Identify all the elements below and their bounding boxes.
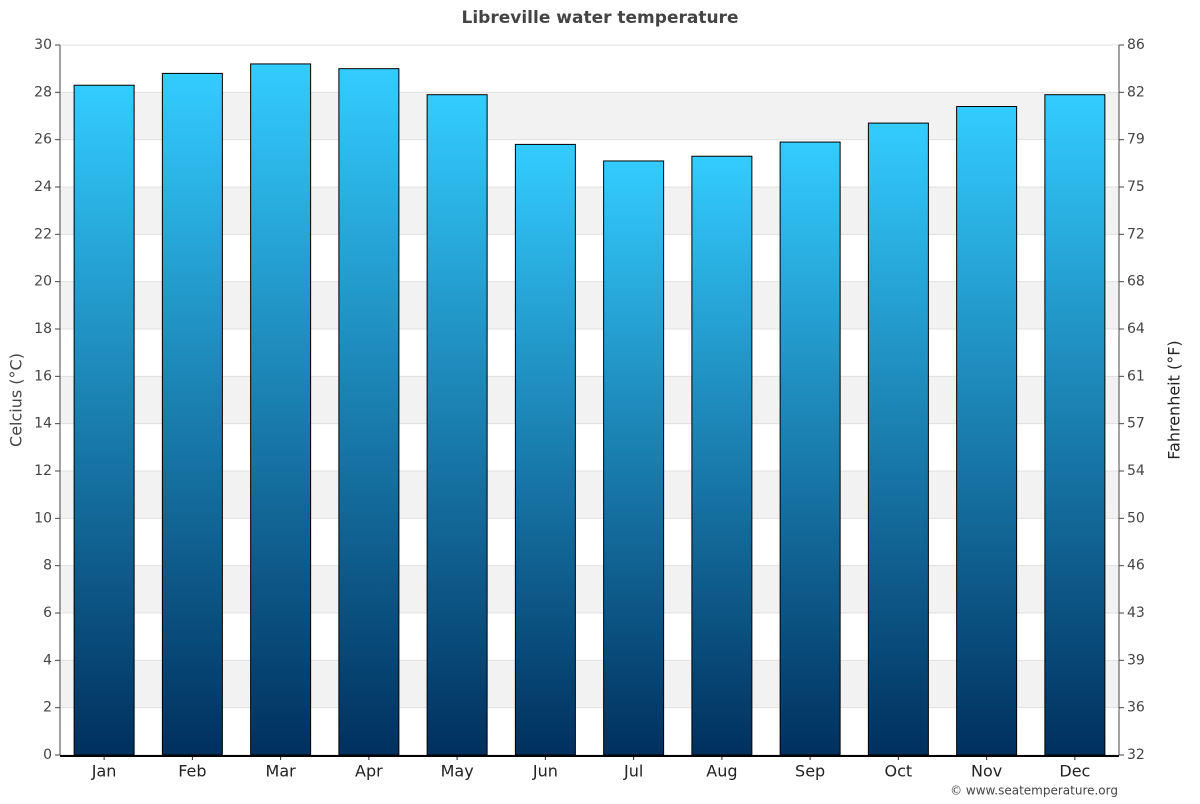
y-tick-label: 28 <box>34 84 52 100</box>
grid-band <box>60 471 1119 519</box>
y-tick-label: 22 <box>34 226 52 242</box>
y2-axis-title: Fahrenheit (°F) <box>1165 340 1184 459</box>
x-tick-label: May <box>441 762 474 781</box>
grid-band <box>60 92 1119 140</box>
bar <box>956 106 1018 756</box>
y2-tick-label: 86 <box>1127 37 1145 53</box>
y-tick-label: 2 <box>43 700 52 716</box>
background-layer <box>60 44 1119 756</box>
grid-band <box>60 281 1119 329</box>
bar <box>426 94 488 756</box>
y-tick-label: 8 <box>43 558 52 574</box>
bar <box>514 143 576 756</box>
bar <box>691 155 753 756</box>
y-tick-label: 6 <box>43 605 52 621</box>
y2-tick-label: 32 <box>1127 747 1145 763</box>
y-axis-title: Celcius (°C) <box>7 353 26 447</box>
x-tick-label: Mar <box>266 762 297 781</box>
y-tick-label: 30 <box>34 37 52 53</box>
y-tick-label: 26 <box>34 132 52 148</box>
y2-tick-label: 72 <box>1127 226 1145 242</box>
y2-tick-label: 54 <box>1127 463 1145 479</box>
y-tick-label: 14 <box>34 416 52 432</box>
y2-tick-label: 39 <box>1127 652 1145 668</box>
y-tick-label: 0 <box>43 747 52 763</box>
x-tick-label: Sep <box>795 762 825 781</box>
bar <box>73 84 135 756</box>
grid-band <box>60 376 1119 424</box>
x-tick-label: Nov <box>971 762 1002 781</box>
bar <box>1044 94 1106 756</box>
y2-tick-label: 50 <box>1127 510 1145 526</box>
x-tick-label: Apr <box>355 762 383 781</box>
bar <box>250 63 312 756</box>
y2-tick-label: 46 <box>1127 558 1145 574</box>
y2-tick-label: 61 <box>1127 368 1145 384</box>
x-tick-label: Jun <box>532 762 558 781</box>
x-tick-label: Feb <box>178 762 206 781</box>
grid-band <box>60 660 1119 708</box>
y2-tick-label: 75 <box>1127 179 1145 195</box>
x-tick-label: Oct <box>885 762 913 781</box>
y-tick-label: 24 <box>34 179 52 195</box>
bar <box>603 160 665 756</box>
bar <box>161 72 223 756</box>
y2-tick-label: 68 <box>1127 274 1145 290</box>
y-tick-label: 10 <box>34 510 52 526</box>
bar <box>779 141 841 756</box>
y2-tick-label: 82 <box>1127 84 1145 100</box>
bar <box>338 68 400 756</box>
y-tick-label: 16 <box>34 368 52 384</box>
x-tick-label: Aug <box>706 762 737 781</box>
y2-tick-label: 57 <box>1127 416 1145 432</box>
x-tick-label: Jan <box>91 762 117 781</box>
y-tick-label: 12 <box>34 463 52 479</box>
y-tick-label: 4 <box>43 652 52 668</box>
y-tick-label: 18 <box>34 321 52 337</box>
y2-tick-label: 36 <box>1127 700 1145 716</box>
y2-tick-label: 79 <box>1127 132 1145 148</box>
chart-title: Libreville water temperature <box>462 8 739 28</box>
y2-tick-label: 64 <box>1127 321 1145 337</box>
bar <box>867 122 929 756</box>
source: © www.seatemperature.org <box>950 784 1118 798</box>
y2-tick-label: 43 <box>1127 605 1145 621</box>
grid-band <box>60 187 1119 235</box>
x-tick-label: Jul <box>623 762 643 781</box>
y-tick-label: 20 <box>34 274 52 290</box>
grid-band <box>60 565 1119 613</box>
x-tick-label: Dec <box>1059 762 1090 781</box>
